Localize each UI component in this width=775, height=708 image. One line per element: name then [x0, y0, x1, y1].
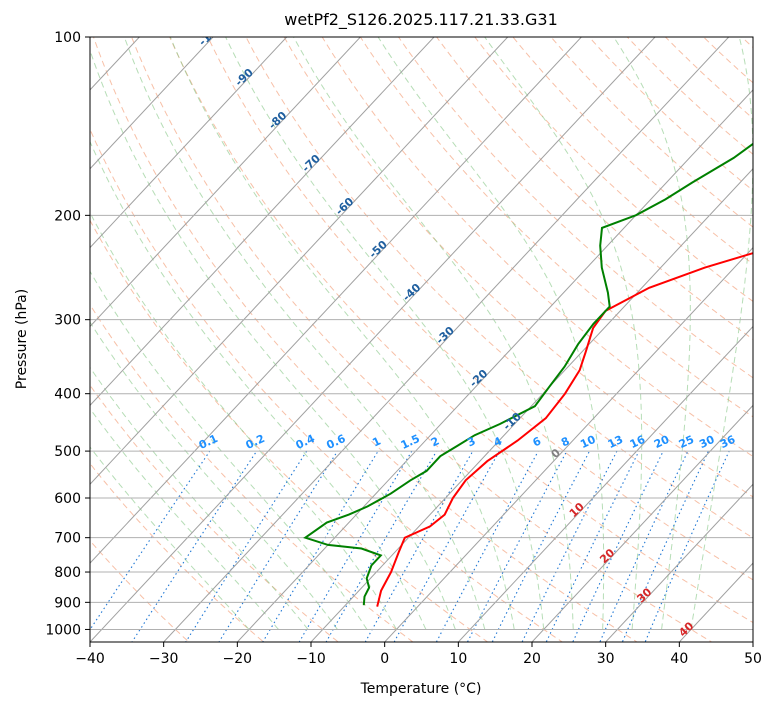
plot-background-lines: [90, 37, 753, 642]
y-axis: 100 200 300 400 500 600 700 800 900 1000: [45, 30, 90, 638]
y-tick-label: 500: [54, 444, 81, 460]
moist-adiabat-line: [90, 211, 397, 630]
x-tick-label: −10: [296, 651, 326, 667]
mixing-ratio-label: 36: [718, 433, 738, 451]
x-tick-label: 0: [380, 651, 389, 667]
y-tick-label: 400: [54, 387, 81, 403]
dry-adiabat-line: [90, 219, 489, 642]
mixing-ratio-label: 25: [677, 433, 696, 451]
moist-adiabat-line: [123, 37, 486, 630]
moist-adiabat-line: [90, 446, 250, 630]
mixing-ratio-label: 16: [628, 433, 648, 451]
isotherm-line: [383, 246, 753, 642]
isotherm-line: [90, 37, 214, 170]
x-axis: −40 −30 −20 −10 0 10 20 30 40 50: [75, 642, 762, 667]
moist-adiabat-line: [90, 270, 368, 630]
isotherm-line: [90, 37, 362, 328]
isotherm-line: [236, 89, 753, 642]
y-tick-label: 700: [54, 531, 81, 547]
moist-adiabat-line: [690, 37, 753, 630]
dry-adiabat-line: [474, 37, 753, 303]
y-tick-label: 1000: [45, 622, 81, 638]
moist-adiabat-line: [90, 48, 456, 630]
moist-adiabat-line: [90, 366, 309, 630]
plot-data: [303, 142, 753, 607]
mixing-ratio-label: 10: [578, 433, 598, 451]
moist-adiabat-line: [613, 37, 691, 630]
temperature-profile-line: [376, 252, 753, 607]
x-tick-label: −40: [75, 651, 105, 667]
x-tick-label: 10: [449, 651, 467, 667]
y-tick-label: 100: [54, 30, 81, 46]
isotherm-line: [90, 37, 583, 564]
moist-adiabat-line: [90, 407, 279, 630]
isotherm-label: -100: [196, 20, 225, 49]
dry-adiabat-line: [90, 303, 414, 642]
x-tick-label: 50: [744, 651, 762, 667]
x-tick-label: 30: [597, 651, 615, 667]
y-axis-label: Pressure (hPa): [14, 289, 30, 389]
plot-frame: [89, 36, 754, 643]
isotherm-line: [90, 37, 656, 642]
chart-title: wetPf2_S126.2025.117.21.33.G31: [284, 10, 558, 30]
dry-adiabat-line: [321, 37, 753, 458]
y-tick-label: 800: [54, 565, 81, 581]
y-tick-label: 300: [54, 313, 81, 329]
x-tick-label: 20: [523, 651, 541, 667]
dry-adiabat-line: [207, 37, 753, 581]
y-tick-label: 900: [54, 595, 81, 611]
dry-adiabat-line: [245, 37, 753, 539]
moist-adiabat-line: [225, 37, 545, 630]
dry-adiabat-line: [90, 539, 190, 642]
dry-adiabat-line: [131, 37, 713, 642]
moist-adiabat-line: [90, 140, 427, 630]
isotherm-line: [90, 37, 288, 249]
moist-adiabat-line: [484, 37, 643, 630]
y-tick-label: 200: [54, 208, 81, 224]
moist-adiabat-line: [90, 321, 338, 630]
isotherm-line: [90, 37, 509, 485]
isotherm-line: [90, 37, 435, 407]
dewpoint-profile-line: [303, 142, 753, 606]
dry-adiabat-line: [435, 37, 753, 340]
isotherm-line: [531, 404, 753, 642]
dry-adiabat-line: [283, 37, 753, 498]
dry-adiabat-line: [92, 37, 638, 642]
dry-adiabat-line: [90, 128, 564, 642]
x-axis-label: Temperature (°C): [360, 681, 482, 697]
x-tick-label: −20: [223, 651, 253, 667]
y-tick-label: 600: [54, 491, 81, 507]
isotherm-line: [162, 37, 730, 642]
x-tick-label: 40: [670, 651, 688, 667]
mixing-ratio-label: 20: [652, 433, 672, 451]
isotherm-line: [604, 483, 753, 642]
mixing-ratio-label: 30: [697, 433, 717, 451]
moist-adiabat-line: [169, 37, 515, 630]
x-tick-label: −30: [149, 651, 179, 667]
dry-adiabat-line: [90, 462, 265, 642]
isotherm-line: [457, 325, 753, 642]
moist-adiabat-line: [377, 37, 605, 630]
mixing-ratio-label: 13: [606, 433, 625, 451]
